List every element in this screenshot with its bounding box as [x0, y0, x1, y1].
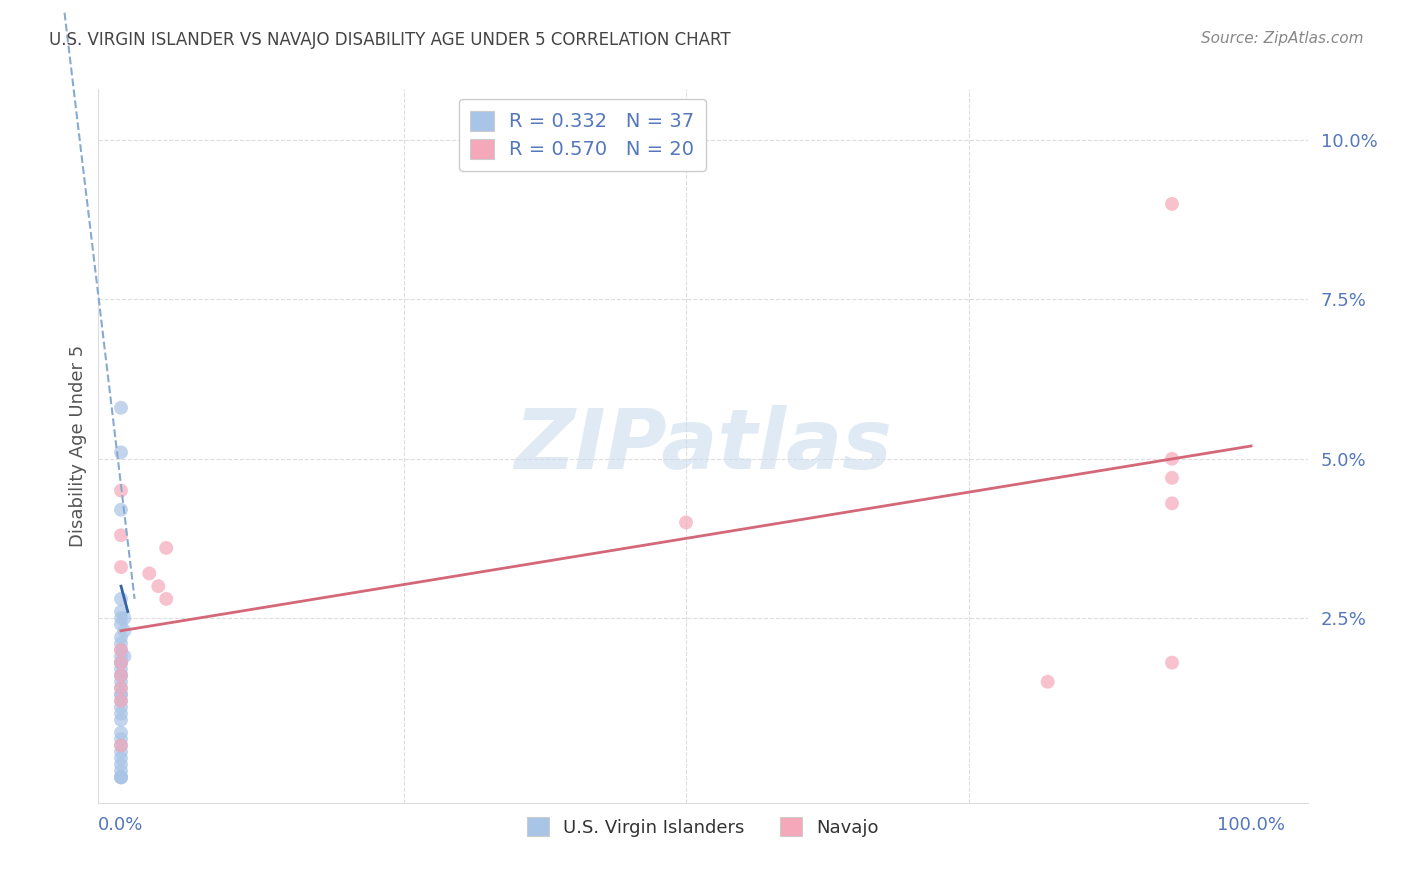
Point: [110, 502, 132, 516]
Point: [112, 649, 135, 664]
Point: [110, 656, 132, 670]
Point: [110, 725, 132, 739]
Point: [110, 528, 132, 542]
Point: [110, 401, 132, 415]
Point: [112, 611, 135, 625]
Point: [110, 560, 132, 574]
Point: [110, 770, 132, 784]
Point: [110, 617, 132, 632]
Point: [675, 516, 697, 530]
Point: [110, 739, 132, 753]
Point: [155, 591, 177, 606]
Point: [1036, 674, 1059, 689]
Point: [110, 770, 132, 784]
Point: [138, 566, 160, 581]
Point: [110, 643, 132, 657]
Point: [148, 579, 170, 593]
Point: [110, 681, 132, 695]
Point: [110, 636, 132, 650]
Point: [155, 541, 177, 555]
Legend: U.S. Virgin Islanders, Navajo: U.S. Virgin Islanders, Navajo: [520, 810, 886, 844]
Point: [110, 611, 132, 625]
Point: [110, 674, 132, 689]
Point: [110, 668, 132, 682]
Point: [110, 770, 132, 784]
Point: [110, 668, 132, 682]
Text: U.S. VIRGIN ISLANDER VS NAVAJO DISABILITY AGE UNDER 5 CORRELATION CHART: U.S. VIRGIN ISLANDER VS NAVAJO DISABILIT…: [49, 31, 731, 49]
Point: [1161, 496, 1184, 510]
Point: [110, 739, 132, 753]
Point: [112, 624, 135, 638]
Point: [110, 630, 132, 644]
Point: [110, 662, 132, 676]
Point: [110, 656, 132, 670]
Point: [110, 751, 132, 765]
Point: [110, 694, 132, 708]
Point: [110, 706, 132, 721]
Point: [110, 591, 132, 606]
Point: [110, 694, 132, 708]
Point: [110, 688, 132, 702]
Point: [110, 764, 132, 778]
Point: [110, 668, 132, 682]
Point: [1161, 471, 1184, 485]
Point: [110, 643, 132, 657]
Point: [110, 649, 132, 664]
Text: Source: ZipAtlas.com: Source: ZipAtlas.com: [1201, 31, 1364, 46]
Point: [110, 483, 132, 498]
Point: [1161, 451, 1184, 466]
Point: [110, 745, 132, 759]
Point: [110, 445, 132, 459]
Point: [110, 713, 132, 727]
Point: [110, 700, 132, 714]
Point: [110, 757, 132, 772]
Text: ZIPatlas: ZIPatlas: [515, 406, 891, 486]
Point: [110, 656, 132, 670]
Point: [110, 688, 132, 702]
Point: [110, 681, 132, 695]
Y-axis label: Disability Age Under 5: Disability Age Under 5: [69, 345, 87, 547]
Point: [110, 732, 132, 747]
Point: [1161, 656, 1184, 670]
Point: [110, 605, 132, 619]
Point: [1161, 197, 1184, 211]
